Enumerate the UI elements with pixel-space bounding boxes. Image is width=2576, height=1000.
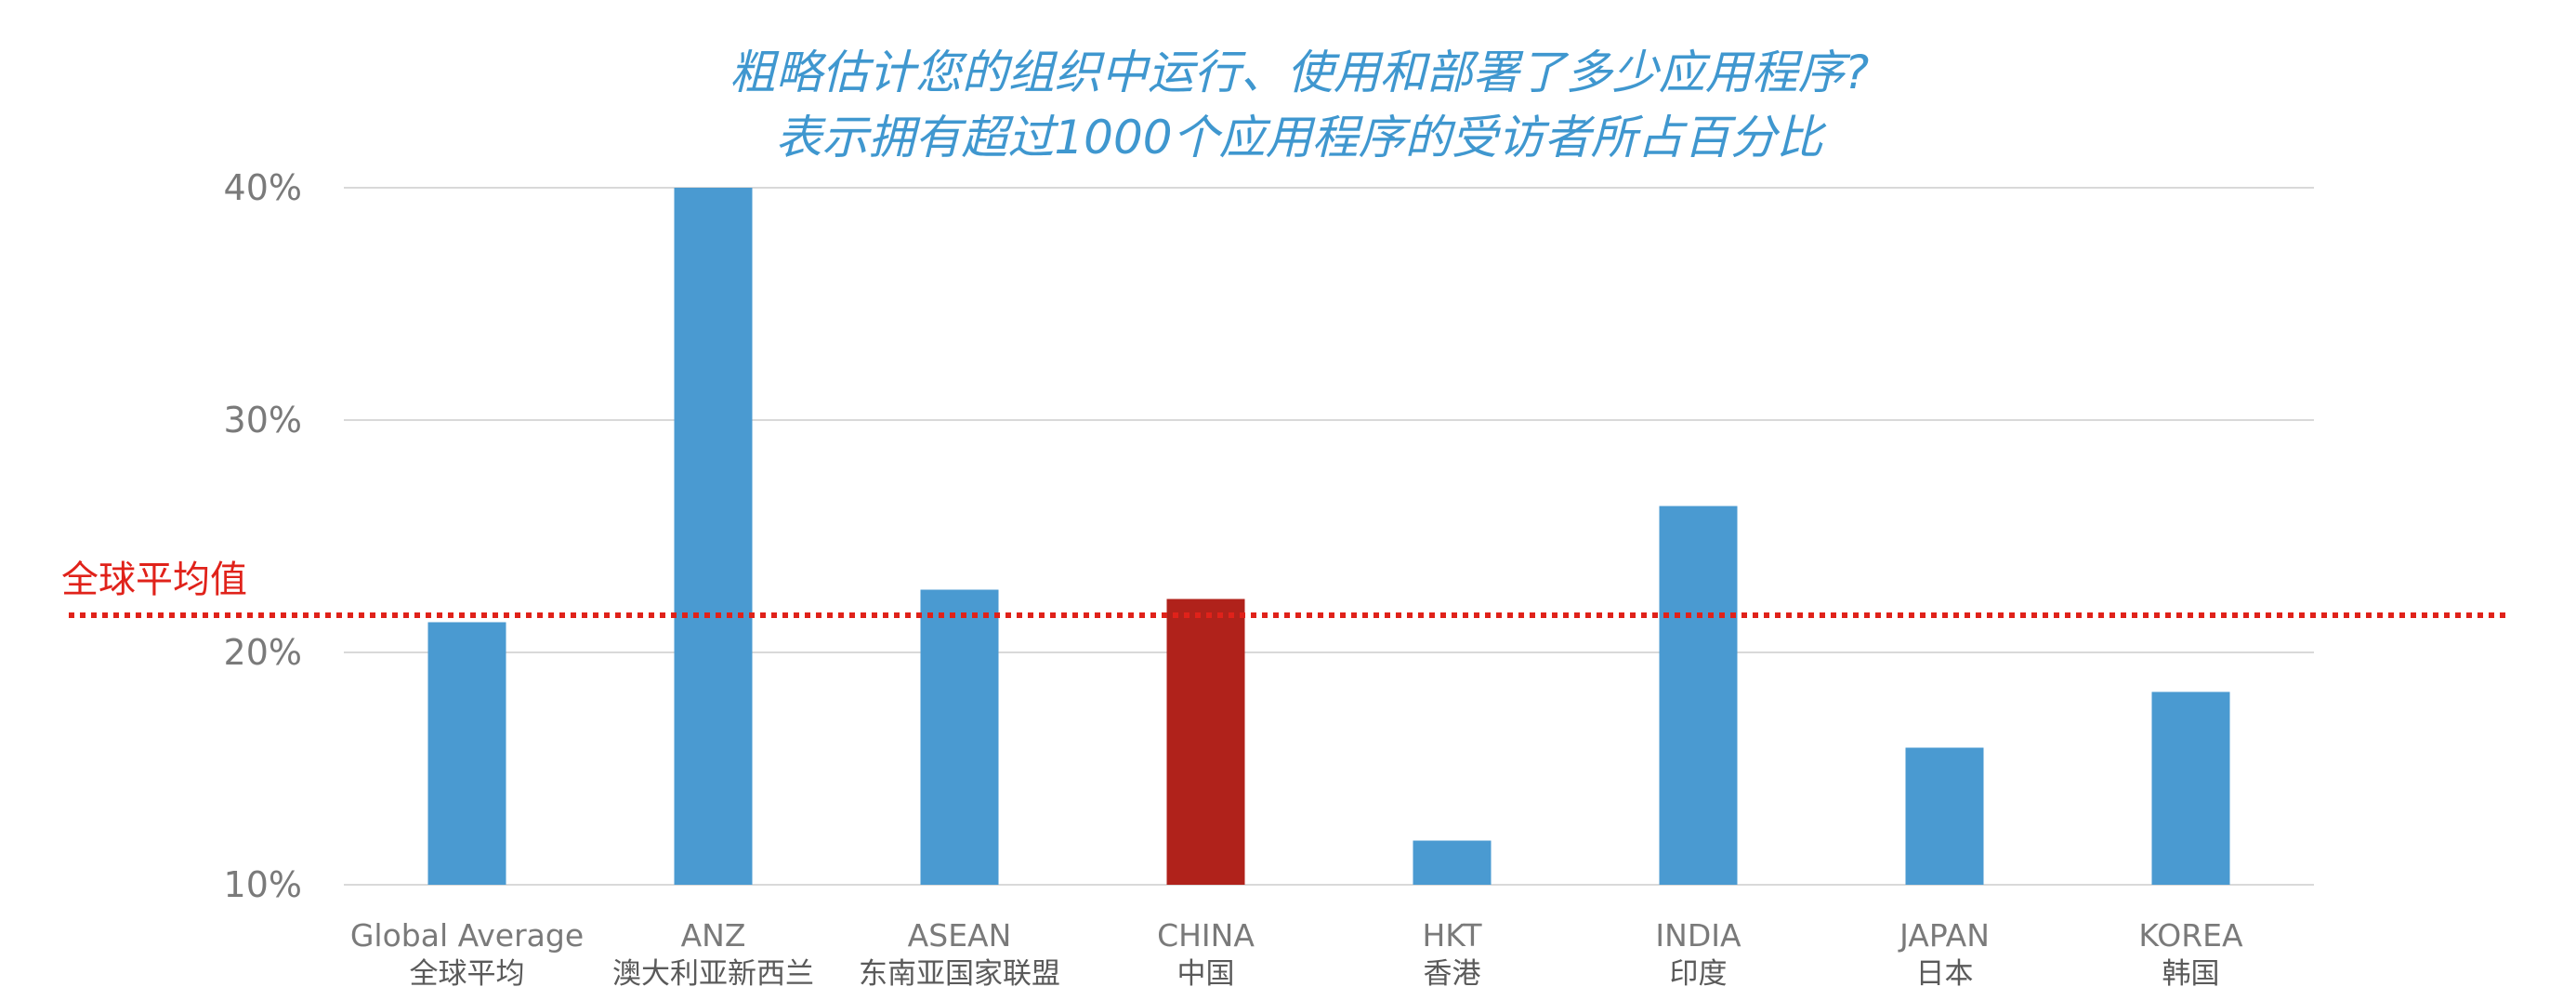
x-label-en: CHINA [1157,917,1255,954]
bar-japan [1905,747,1984,885]
bar-hkt [1413,840,1492,885]
bar-china [1166,599,1245,885]
bar-asean [920,589,999,885]
chart-title-line-1: 粗略估计您的组织中运行、使用和部署了多少应用程序? [729,46,1870,99]
reference-line-label: 全球平均值 [61,559,247,601]
y-tick-label: 10% [224,864,302,905]
x-label-zh: 全球平均 [410,957,525,991]
x-label-en: ANZ [681,917,746,954]
reference-line-group: 全球平均值 [61,559,2509,618]
y-tick-label: 20% [224,632,302,673]
x-label-en: JAPAN [1898,917,1990,954]
bar-korea [2151,691,2230,885]
y-tick-label: 30% [224,400,302,441]
y-axis-tick-labels: 10% 20% 30% 40% [224,167,302,905]
x-label-zh: 香港 [1424,957,1481,991]
bar-india [1659,506,1738,885]
x-label-en: KOREA [2138,917,2243,954]
x-label-zh: 东南亚国家联盟 [859,957,1060,991]
x-label-zh: 日本 [1916,957,1974,991]
x-label-en: Global Average [350,917,584,954]
chart-title-line-2: 表示拥有超过1000个应用程序的受访者所占百分比 [775,111,1826,164]
x-label-zh: 中国 [1177,957,1235,991]
x-label-en: ASEAN [908,917,1012,954]
x-label-en: INDIA [1655,917,1741,954]
grid-lines [344,187,2314,886]
x-label-zh: 印度 [1670,957,1728,991]
y-tick-label: 40% [224,167,302,208]
x-label-en: HKT [1422,917,1482,954]
bar-anz [674,188,753,885]
x-label-zh: 韩国 [2162,957,2220,991]
x-label-zh: 澳大利亚新西兰 [612,957,814,991]
bars [427,188,2230,885]
bar-global-average [427,622,506,885]
